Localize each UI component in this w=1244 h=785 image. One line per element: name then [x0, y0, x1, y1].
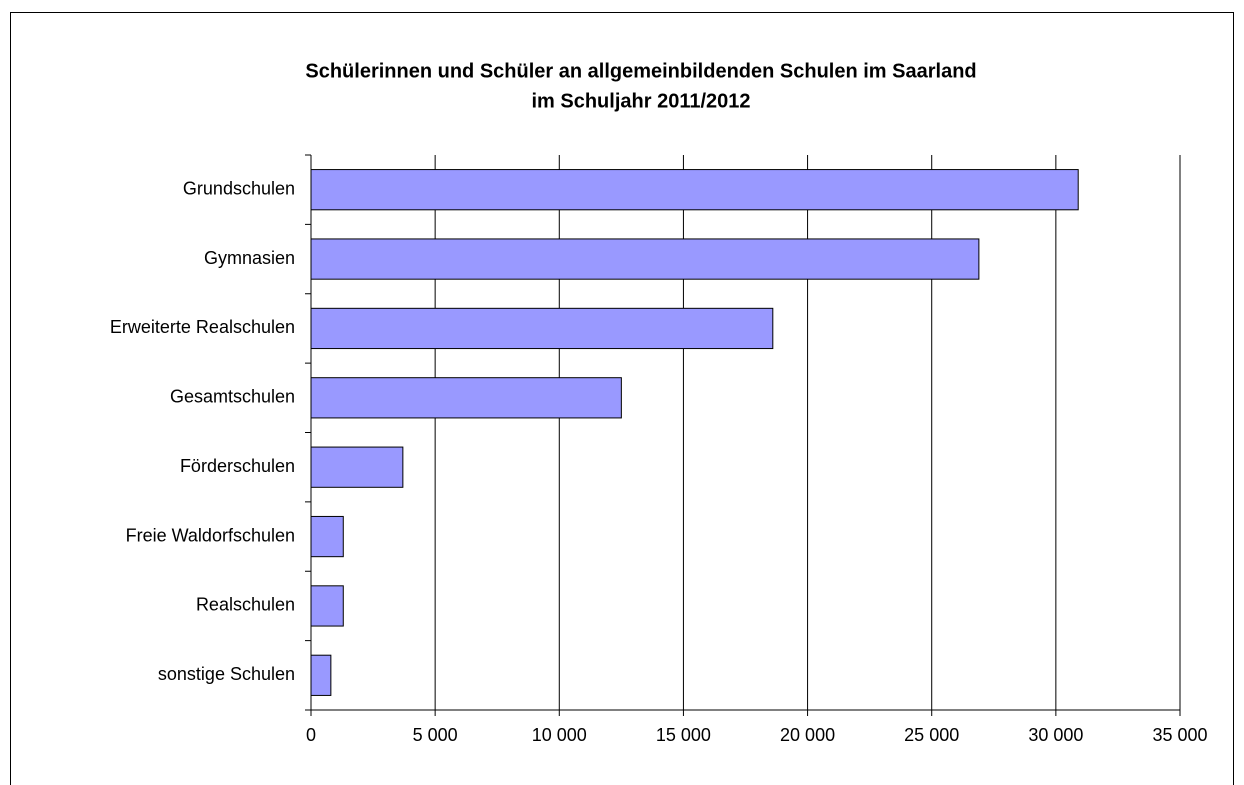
x-tick-label: 0 — [306, 725, 316, 745]
y-tick-label: Freie Waldorfschulen — [126, 525, 295, 545]
y-tick-label: Förderschulen — [180, 456, 295, 476]
y-tick-label: Gymnasien — [204, 248, 295, 268]
x-tick-label: 5 000 — [413, 725, 458, 745]
x-tick-label: 35 000 — [1152, 725, 1207, 745]
y-tick-label: Gesamtschulen — [170, 387, 295, 407]
y-tick-label: Realschulen — [196, 595, 295, 615]
x-tick-label: 25 000 — [904, 725, 959, 745]
chart-title: im Schuljahr 2011/2012 — [531, 90, 750, 112]
bar — [310, 585, 344, 627]
x-tick-label: 20 000 — [780, 725, 835, 745]
y-tick-label: Grundschulen — [183, 178, 295, 198]
x-tick-label: 15 000 — [656, 725, 711, 745]
bar — [310, 169, 1079, 211]
chart-title: Schülerinnen und Schüler an allgemeinbil… — [305, 60, 976, 82]
bar — [310, 377, 622, 419]
x-tick-label: 30 000 — [1028, 725, 1083, 745]
bar — [310, 446, 404, 488]
bar — [310, 307, 774, 350]
bar — [310, 238, 980, 280]
bar — [310, 654, 332, 696]
x-tick-label: 10 000 — [532, 725, 587, 745]
chart-frame — [10, 12, 1234, 785]
y-tick-label: sonstige Schulen — [158, 664, 295, 684]
y-tick-label: Erweiterte Realschulen — [110, 317, 295, 337]
bar — [310, 515, 344, 558]
